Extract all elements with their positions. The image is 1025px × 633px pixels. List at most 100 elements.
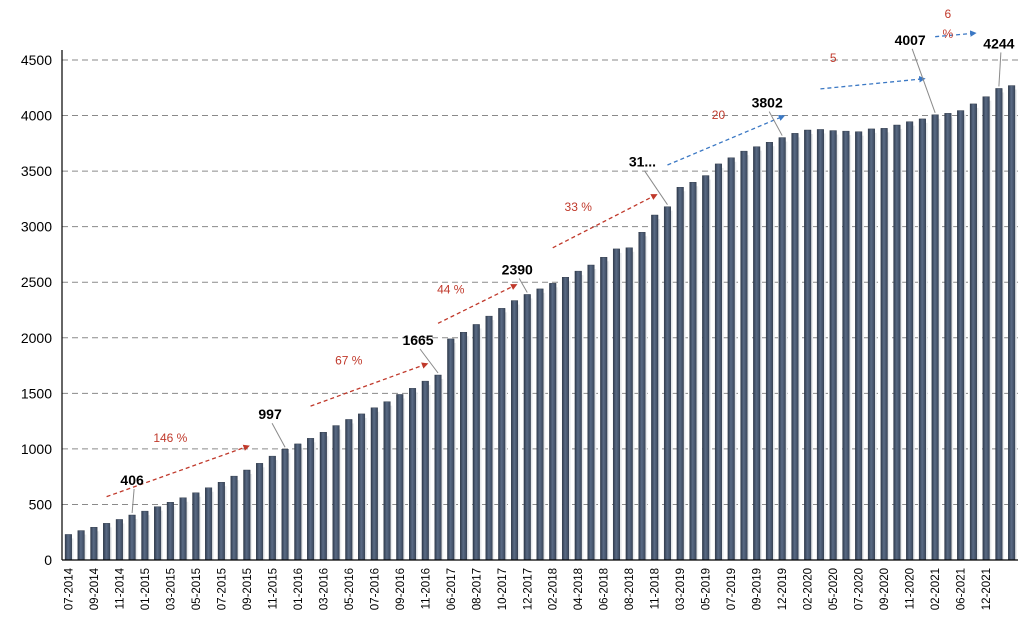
bar — [358, 413, 366, 561]
y-tick-label: 2500 — [21, 274, 52, 290]
bar — [778, 137, 786, 561]
bar — [319, 432, 327, 561]
bar — [600, 257, 608, 561]
growth-label: 5 — [830, 51, 837, 65]
bar — [510, 300, 519, 561]
growth-label: 44 % — [437, 282, 465, 296]
growth-arrow — [310, 362, 429, 407]
bar — [77, 530, 85, 561]
bar — [969, 103, 977, 561]
x-tick-label: 09-2016 — [395, 568, 407, 610]
callout-leader — [271, 422, 286, 448]
bar — [307, 438, 315, 561]
bar — [804, 129, 812, 561]
y-tick-label: 4500 — [21, 52, 52, 68]
callout-leader — [518, 278, 528, 293]
value-callout: 1665 — [402, 332, 433, 348]
x-tick-label: 07-2015 — [216, 568, 228, 610]
bar — [1008, 85, 1016, 561]
callout-leader — [998, 52, 1002, 87]
bar — [523, 294, 531, 561]
bar — [115, 519, 123, 561]
x-tick-label: 02-2021 — [930, 568, 942, 610]
bar — [995, 88, 1003, 561]
x-tick-label: 11-2015 — [267, 568, 279, 609]
bar — [689, 182, 697, 561]
x-tick-label: 03-2016 — [318, 568, 330, 610]
x-tick-label: 06-2018 — [599, 568, 611, 610]
bar — [561, 277, 570, 561]
growth-label: % — [943, 27, 954, 41]
bar — [179, 497, 187, 561]
x-tick-label: 12-2017 — [522, 568, 534, 610]
bar — [90, 527, 98, 561]
y-tick-label: 4000 — [21, 108, 52, 124]
x-tick-label: 07-2019 — [726, 568, 738, 610]
bar — [574, 270, 582, 561]
x-tick-label: 11-2020 — [905, 568, 917, 609]
bar — [166, 502, 174, 561]
x-tick-label: 03-2019 — [675, 568, 687, 610]
y-tick-label: 0 — [44, 552, 52, 568]
x-tick-label: 05-2020 — [828, 568, 840, 610]
bar — [141, 510, 149, 561]
callout-leader — [419, 348, 439, 374]
bar — [612, 248, 620, 561]
growth-arrow — [552, 194, 658, 249]
x-tick-label: 05-2016 — [344, 568, 356, 610]
value-callout: 4244 — [983, 35, 1014, 51]
y-tick-label: 500 — [29, 496, 53, 512]
value-callout: 31... — [629, 154, 656, 170]
bar — [460, 332, 468, 561]
x-tick-label: 09-2014 — [89, 567, 101, 610]
x-tick-label: 06-2017 — [446, 568, 458, 610]
y-tick-label: 1500 — [21, 385, 52, 401]
bar — [549, 283, 557, 561]
bar — [740, 150, 748, 561]
x-tick-label: 07-2020 — [854, 568, 866, 610]
bar — [447, 338, 455, 561]
y-tick-label: 3000 — [21, 219, 52, 235]
x-tick-label: 09-2019 — [752, 568, 764, 610]
x-tick-labels: 07-2014 09-2014 11-2014 01-2015 03-2015 05-20… — [63, 567, 993, 610]
x-tick-label: 06-2021 — [956, 568, 968, 610]
value-callout: 3802 — [752, 95, 783, 111]
growth-label: 20 — [712, 108, 726, 122]
bar — [663, 206, 671, 561]
bar — [103, 523, 111, 561]
x-tick-label: 11-2016 — [420, 568, 432, 609]
bar — [281, 449, 289, 561]
x-tick-label: 07-2016 — [369, 568, 381, 610]
bar — [906, 121, 914, 561]
bar — [409, 388, 417, 561]
bar — [294, 443, 302, 561]
growth-label: 6 — [945, 7, 952, 21]
x-tick-label: 09-2020 — [879, 568, 891, 610]
bar — [702, 175, 710, 561]
bar — [217, 482, 225, 561]
bar — [842, 130, 850, 561]
bar — [383, 401, 391, 561]
x-tick-label: 05-2015 — [191, 568, 203, 610]
bar — [472, 324, 480, 561]
growth-arrow — [667, 114, 786, 166]
bar — [154, 506, 162, 561]
x-tick-label: 04-2018 — [573, 568, 585, 610]
callout-leader — [131, 488, 135, 514]
x-tick-label: 11-2018 — [650, 568, 662, 609]
callout-leader — [911, 48, 936, 113]
y-tick-label: 3500 — [21, 163, 52, 179]
bar — [829, 130, 837, 561]
bar — [867, 128, 875, 561]
bar — [256, 463, 264, 561]
bar — [434, 374, 442, 561]
growth-arrow — [106, 444, 250, 498]
bar — [918, 118, 926, 561]
bar — [421, 380, 429, 561]
growth-arrow — [437, 284, 518, 324]
growth-arrow — [935, 30, 977, 38]
bar — [625, 247, 633, 561]
bar — [893, 124, 901, 561]
callout-leader — [644, 170, 668, 205]
